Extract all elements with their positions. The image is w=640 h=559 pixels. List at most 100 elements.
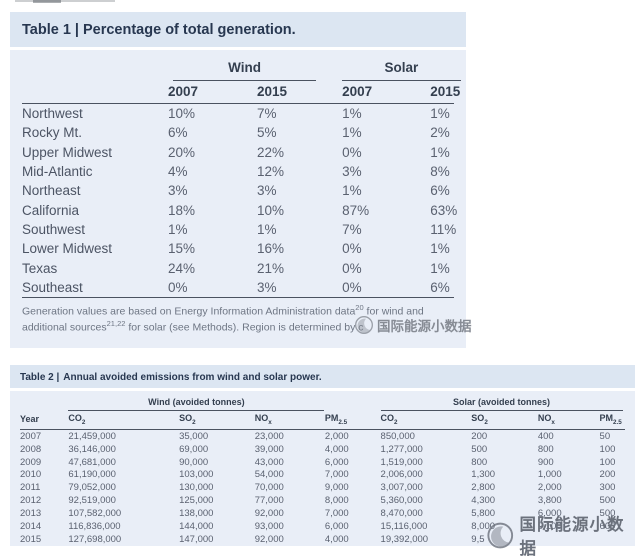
percentage-value-cell: 1% [430,241,450,257]
percentage-value-cell: 2% [430,125,450,141]
percentage-value-cell: 10% [257,202,285,218]
solar-group-header: Solar (avoided tonnes) [380,397,625,411]
wind-group-header: Wind (avoided tonnes) [68,397,380,411]
region-label-cell: Rocky Mt. [22,125,83,141]
solar-value-cell: 100 [599,443,616,455]
table2-row: 2013 107,582,000 138,000 92,000 7,000 8,470,0… [20,507,625,520]
year-header-row: 2007 2015 2007 2015 [22,81,460,104]
group-header-row: Wind Solar [22,60,461,81]
solar-so2-header: SO2 [471,411,538,430]
solar-nox-header: NOx [537,411,600,430]
wind-value-cell: 8,000 [324,495,349,507]
wind-so2-header: SO2 [179,411,255,430]
empty-header-cell [20,397,68,411]
table1-footnote: Generation values are based on Energy In… [10,298,466,336]
solar-value-cell: 500 [599,508,616,520]
percentage-value-cell: 20% [168,144,196,160]
table1-title: Table 1 | Percentage of total generation. [10,12,466,50]
wind-2015-header: 2015 [257,81,343,104]
wind-value-cell: 43,000 [254,456,284,468]
wind-value-cell: 125,000 [179,495,214,507]
footnote-text: Generation values are based on Energy In… [22,305,356,318]
wind-value-cell: 61,190,000 [68,469,116,481]
region-label-cell: Texas [22,260,58,276]
wind-2007-header: 2007 [168,81,257,104]
percentage-value-cell: 3% [342,164,362,180]
percentage-value-cell: 4% [168,164,188,180]
percentage-value-cell: 6% [430,183,450,199]
wind-value-cell: 2,000 [324,430,349,442]
table2-title: Table 2 | Annual avoided emissions from w… [10,365,635,391]
empty-header-cell [22,81,169,104]
wind-value-cell: 93,000 [254,520,284,532]
solar-group-header: Solar [342,60,461,81]
table1-row: Northeast 3% 3% 1% 6% [22,181,454,200]
wind-value-cell: 36,146,000 [68,443,116,455]
percentage-value-cell: 11% [430,221,457,237]
solar-value-cell: 8,470,000 [380,508,423,520]
wind-value-cell: 23,000 [254,430,284,442]
table1-panel: Table 1 | Percentage of total generation.… [10,12,466,348]
percentage-value-cell: 18% [168,202,196,218]
wind-value-cell: 103,000 [179,469,214,481]
wind-value-cell: 92,000 [254,533,284,545]
percentage-value-cell: 1% [168,221,188,237]
wind-co2-header: CO2 [68,411,180,430]
solar-value-cell: 100 [599,456,616,468]
solar-co2-header: CO2 [380,411,472,430]
wind-value-cell: 6,000 [324,456,349,468]
solar-value-cell: 3,007,000 [380,482,423,494]
table2-row: 2007 21,459,000 35,000 23,000 2,000 850,000 20… [20,429,625,442]
year-cell: 2008 [20,443,42,455]
wind-value-cell: 4,000 [324,533,349,545]
percentage-value-cell: 24% [168,260,196,276]
table1-row: Mid-Atlantic 4% 12% 3% 8% [22,162,454,181]
solar-value-cell [600,533,625,546]
solar-value-cell: 3,800 [537,495,562,507]
wind-value-cell: 92,519,000 [68,495,116,507]
solar-pm25-header: PM2.5 [599,411,625,430]
solar-value-cell: 500 [599,495,616,507]
solar-value-cell: 4,300 [471,495,496,507]
solar-value-cell: 800 [471,456,488,468]
percentage-value-cell: 7% [342,221,362,237]
wind-value-cell: 4,000 [324,443,349,455]
region-label-cell: Southwest [22,221,86,237]
solar-value-cell: 9,5 [471,533,485,545]
percentage-value-cell: 6% [168,125,188,141]
crop-edge-artifact [33,0,61,3]
solar-value-cell: 19,392,000 [380,533,429,545]
percentage-value-cell: 5% [257,125,277,141]
footnote-ref-sup: 20 [355,302,364,312]
year-cell: 2011 [20,482,41,494]
solar-value-cell [538,533,600,546]
region-label-cell: California [22,202,80,218]
table1-row: Rocky Mt. 6% 5% 1% 2% [22,123,454,142]
wind-group-header: Wind [168,60,342,81]
year-cell: 2007 [20,430,42,442]
table1-row: Southwest 1% 1% 7% 11% [22,220,457,239]
solar-value-cell: 2,800 [471,482,496,494]
footnote-ref-sup: 21,22 [106,319,126,329]
table2-row: 2010 61,190,000 103,000 54,000 7,000 2,006,00… [20,468,625,481]
solar-value-cell: 800 [537,443,554,455]
solar-value-cell: 5,800 [471,508,496,520]
solar-value-cell: 1,277,000 [380,443,423,455]
wind-value-cell: 107,582,000 [68,508,122,520]
solar-value-cell: 850,000 [380,430,415,442]
percentage-value-cell: 3% [168,183,188,199]
year-cell: 2009 [20,456,42,468]
region-label-cell: Northwest [22,106,83,122]
wind-value-cell: 144,000 [179,520,214,532]
solar-value-cell: 2,006,000 [380,469,423,481]
percentage-value-cell: 22% [257,144,285,160]
wind-value-cell: 138,000 [179,508,214,520]
solar-2015-header: 2015 [430,81,460,104]
percentage-value-cell: 6% [430,277,454,298]
wind-value-cell: 21,459,000 [68,430,116,442]
solar-value-cell: 1,000 [537,469,562,481]
year-cell: 2010 [20,469,42,481]
percentage-value-cell: 15% [168,241,196,257]
region-label-cell: Mid-Atlantic [22,164,93,180]
region-label-cell: Lower Midwest [22,241,113,257]
